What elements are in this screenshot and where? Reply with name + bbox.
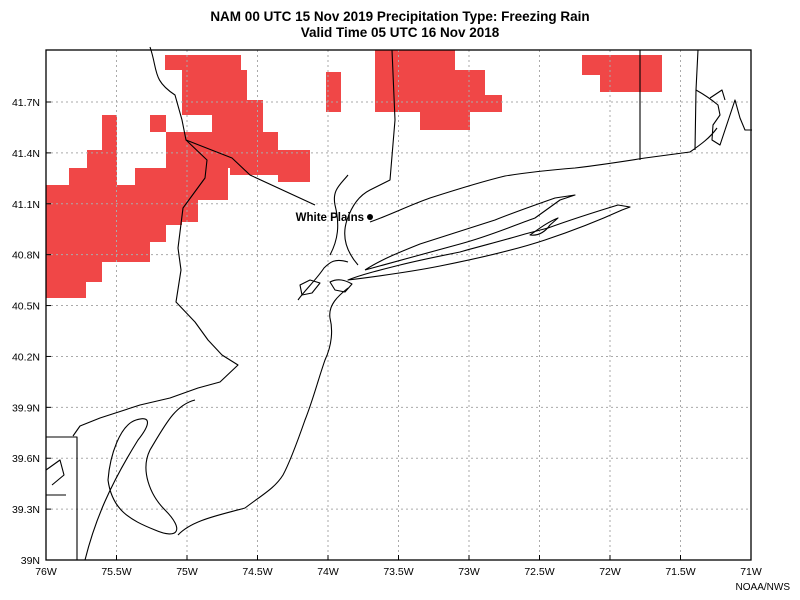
grid-lines — [46, 50, 751, 560]
y-tick-labels: 41.7N 41.4N 41.1N 40.8N 40.5N 40.2N 39.9N 39.6N… — [12, 97, 40, 567]
freezing-rain-area — [165, 55, 310, 182]
y-tick-label: 39N — [21, 555, 40, 567]
x-tick-label: 71.5W — [665, 566, 695, 578]
y-tick-label: 40.2N — [12, 351, 40, 363]
y-tick-label: 41.1N — [12, 199, 40, 211]
y-tick-label: 40.5N — [12, 301, 40, 313]
x-tick-labels: 76W 75.5W 75W 74.5W 74W 73.5W 73W 72.5W 72W 71.5W… — [35, 566, 762, 578]
x-tick-label: 75.5W — [101, 566, 131, 578]
y-tick-label: 39.9N — [12, 402, 40, 414]
x-tick-label: 76W — [35, 566, 57, 578]
x-tick-label: 73W — [458, 566, 480, 578]
y-tick-label: 41.4N — [12, 148, 40, 160]
x-tick-label: 74W — [317, 566, 339, 578]
city-marker — [367, 214, 373, 220]
y-tick-label: 39.3N — [12, 504, 40, 516]
y-tick-label: 40.8N — [12, 250, 40, 262]
freezing-rain-area — [582, 55, 662, 92]
freezing-rain-area — [375, 50, 502, 130]
x-tick-label: 72W — [599, 566, 621, 578]
x-tick-label: 74.5W — [242, 566, 272, 578]
y-tick-label: 41.7N — [12, 97, 40, 109]
x-tick-label: 72.5W — [524, 566, 554, 578]
map-title: NAM 00 UTC 15 Nov 2019 Precipitation Typ… — [210, 9, 590, 24]
city-label: White Plains — [296, 212, 364, 224]
credit-label: NOAA/NWS — [735, 582, 790, 593]
freezing-rain-areas — [46, 50, 662, 298]
y-tick-label: 39.6N — [12, 453, 40, 465]
x-tick-label: 73.5W — [383, 566, 413, 578]
x-tick-label: 71W — [740, 566, 762, 578]
coastlines-and-borders — [45, 46, 752, 561]
map-subtitle: Valid Time 05 UTC 16 Nov 2018 — [300, 25, 500, 40]
axis-ticks — [45, 101, 752, 561]
freezing-rain-area — [46, 115, 228, 298]
x-tick-label: 75W — [176, 566, 198, 578]
